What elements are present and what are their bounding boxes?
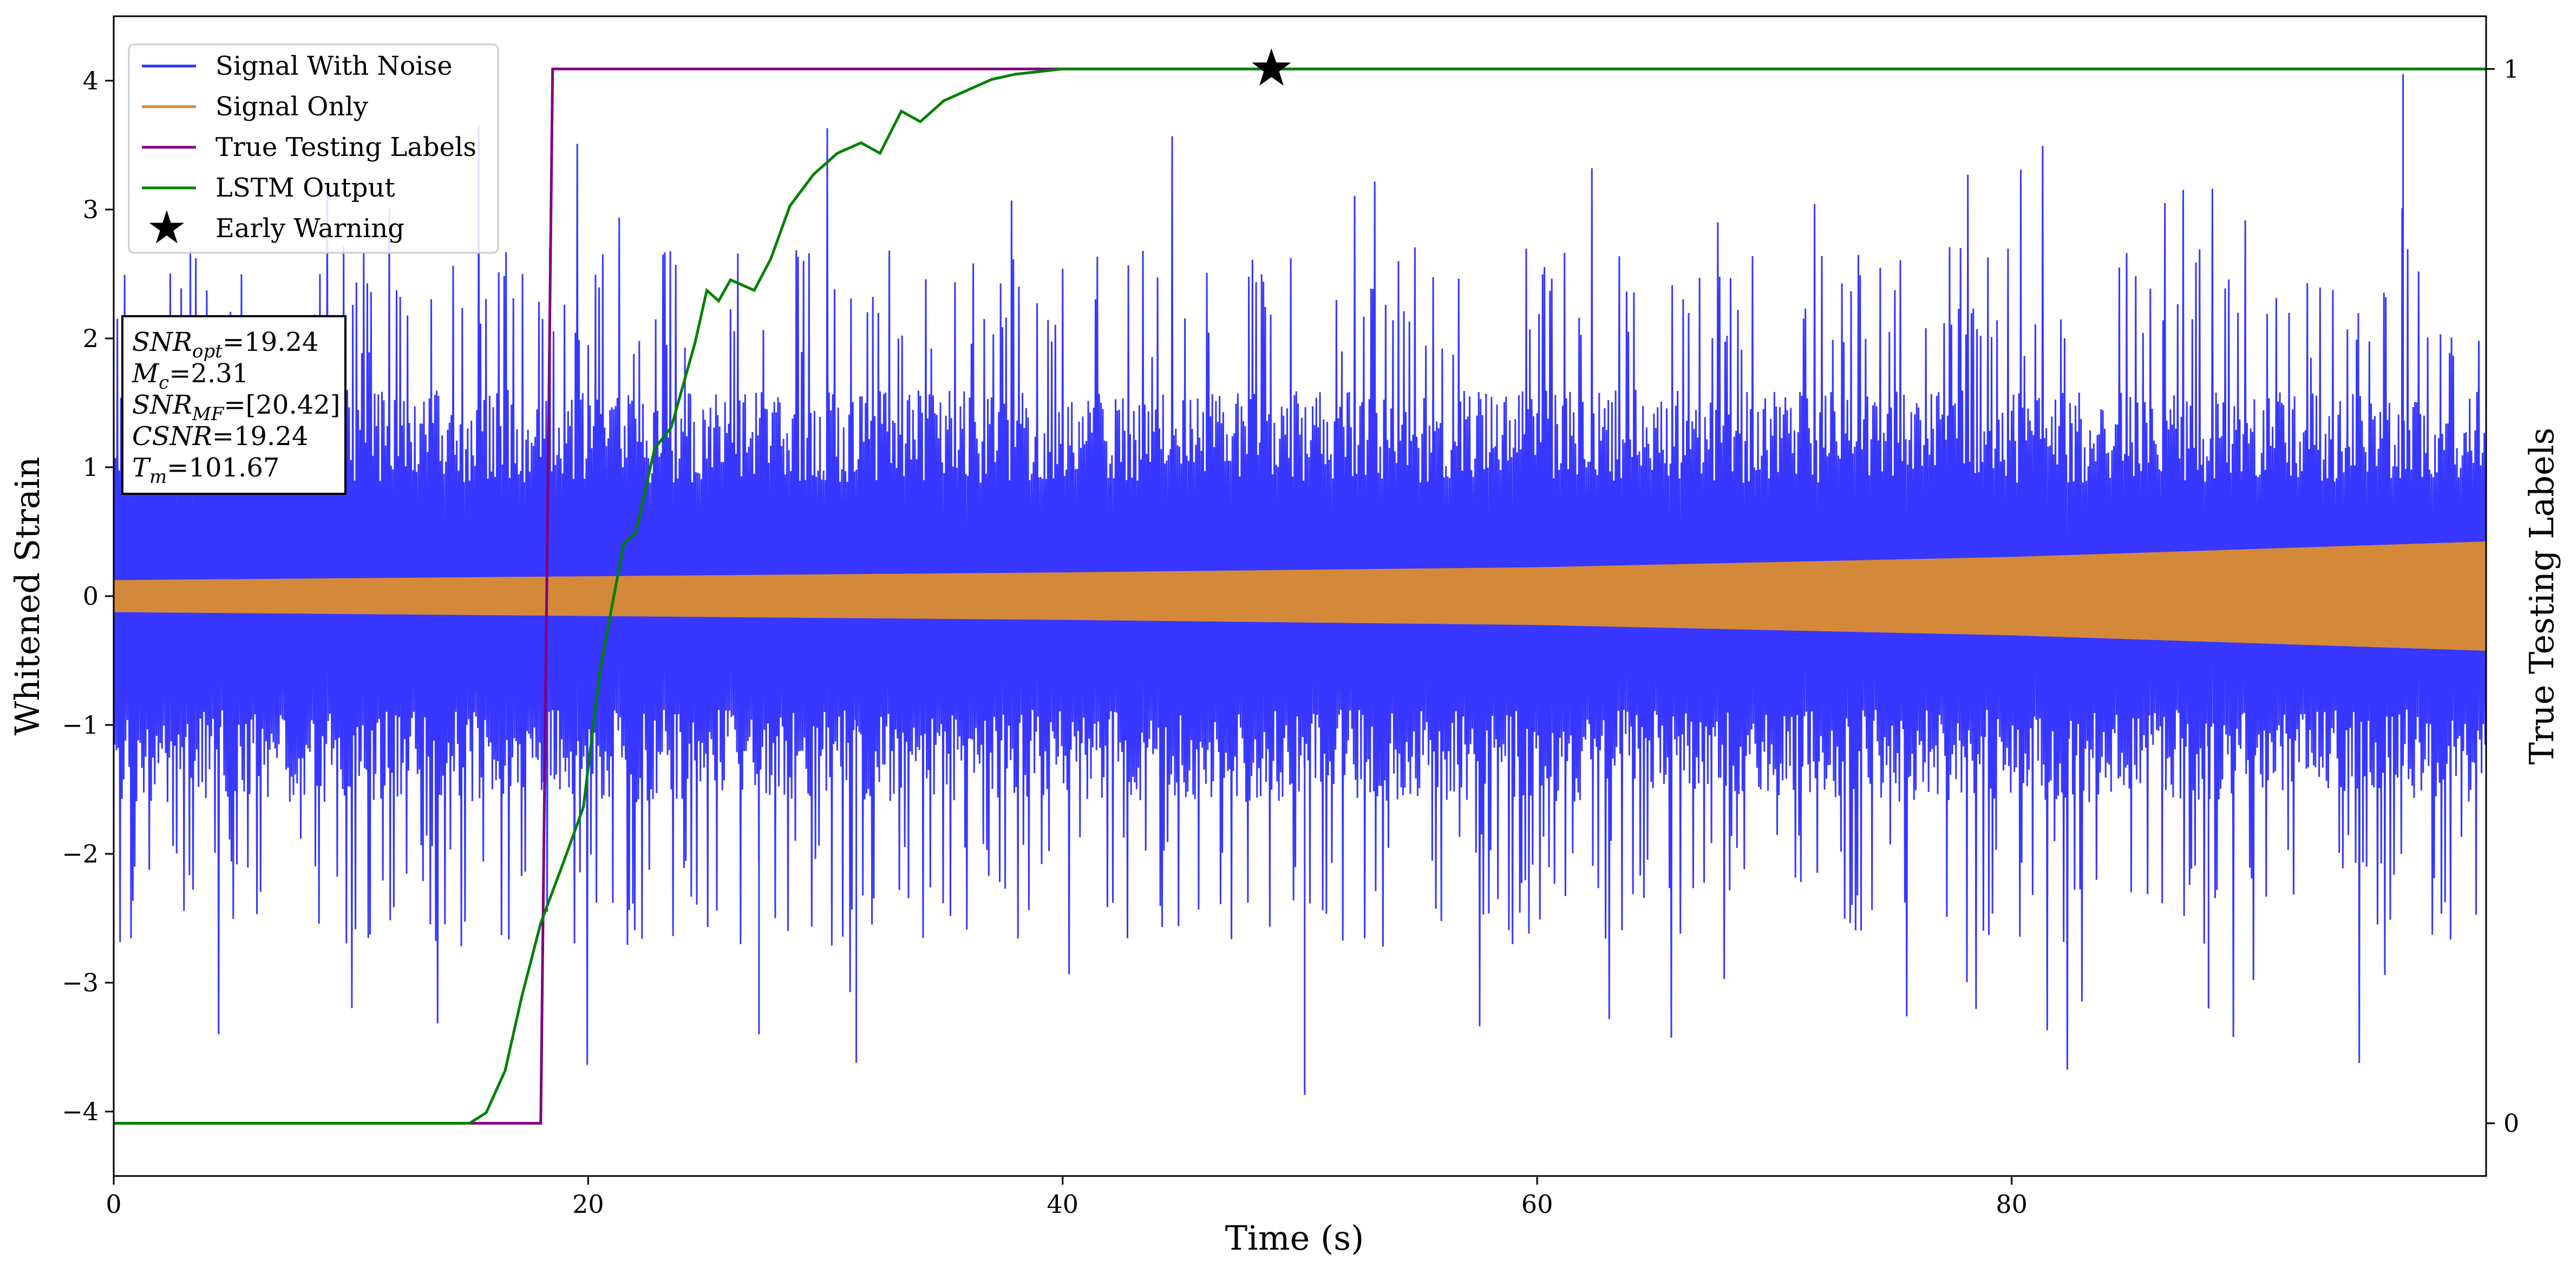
x-axis-title: Time (s)	[1225, 1218, 1364, 1258]
info-subscript: opt	[192, 341, 223, 362]
info-symbol: SNR	[132, 390, 192, 420]
y-axis-title: Whitened Strain	[8, 457, 47, 736]
y-tick-label: −1	[62, 710, 99, 740]
y-tick-label: 0	[83, 582, 99, 611]
info-symbol: T	[132, 453, 151, 483]
y-tick-label: −2	[62, 839, 99, 868]
legend-frame	[128, 43, 499, 254]
x-tick-label: 20	[572, 1190, 604, 1219]
info-line: Mc=2.31	[132, 358, 249, 394]
series-signal-with-noise	[114, 74, 2486, 1095]
series-layer	[114, 67, 2486, 1125]
x-tick-label: 0	[106, 1190, 121, 1219]
y-tick-label: 2	[83, 324, 99, 353]
y2-tick-label: 1	[2503, 54, 2519, 83]
info-value: =101.67	[167, 453, 279, 483]
info-value: =2.31	[169, 358, 249, 389]
info-subscript: m	[149, 466, 167, 488]
info-symbol: SNR	[132, 327, 192, 357]
info-subscript: c	[159, 372, 169, 394]
legend-label-signal-with-noise: Signal With Noise	[215, 51, 453, 81]
marker-layer	[1252, 48, 1291, 86]
y-tick-label: −4	[62, 1097, 99, 1126]
info-value: =19.24	[212, 421, 309, 452]
legend-label-early-warning: Early Warning	[215, 213, 404, 244]
x-tick-label: 60	[1521, 1190, 1553, 1219]
y-tick-label: 1	[83, 453, 99, 482]
y2-axis-title: True Testing Labels	[2522, 428, 2561, 765]
info-line: SNRopt=19.24	[132, 327, 319, 362]
series-signal-only	[114, 541, 2486, 651]
info-box: SNRopt=19.24Mc=2.31SNRMF=[20.42]CSNR=19.…	[121, 315, 346, 495]
y-tick-label: −3	[62, 968, 99, 997]
early-warning-star-marker	[1252, 48, 1291, 86]
info-symbol: M	[132, 358, 160, 389]
info-value: =[20.42]	[224, 390, 340, 420]
legend-label-signal-only: Signal Only	[215, 92, 368, 122]
legend-swatch-early-warning	[149, 210, 185, 244]
info-symbol: CSNR	[132, 421, 212, 452]
info-line: CSNR=19.24	[132, 421, 308, 452]
legend-label-true-testing-labels: True Testing Labels	[215, 132, 476, 162]
info-value: =19.24	[223, 327, 319, 357]
x-tick-label: 40	[1047, 1190, 1079, 1219]
legend-label-lstm-output: LSTM Output	[215, 173, 395, 203]
series-lstm-output	[114, 67, 2486, 1125]
info-subscript: MF	[192, 403, 225, 425]
info-line: SNRMF=[20.42]	[132, 390, 341, 425]
y-tick-label: 3	[83, 195, 99, 224]
info-box-frame	[121, 315, 346, 495]
y-tick-label: 4	[83, 66, 99, 95]
x-tick-label: 80	[1996, 1190, 2028, 1219]
legend: Signal With Noise Signal Only True Testing…	[128, 43, 499, 254]
info-line: Tm=101.67	[132, 453, 279, 488]
y2-tick-label: 0	[2503, 1109, 2519, 1138]
